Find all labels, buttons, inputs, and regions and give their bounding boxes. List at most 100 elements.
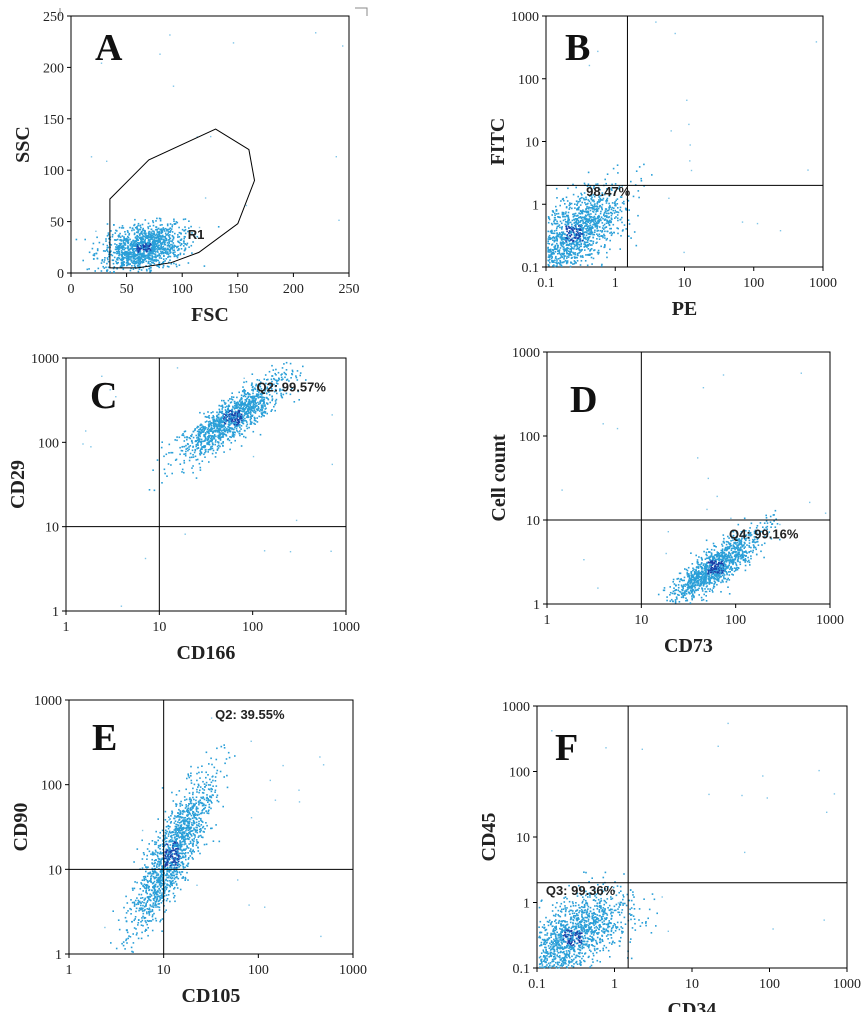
event-dot bbox=[129, 226, 131, 229]
event-dot bbox=[208, 434, 210, 437]
event-dot bbox=[201, 446, 203, 448]
event-dot bbox=[214, 443, 216, 446]
event-dot bbox=[199, 411, 201, 414]
event-dot bbox=[587, 219, 590, 222]
event-dot bbox=[149, 225, 151, 227]
event-dot bbox=[722, 572, 725, 575]
event-dot bbox=[137, 251, 140, 253]
event-dot bbox=[104, 257, 106, 259]
event-dot bbox=[144, 230, 146, 232]
event-dot bbox=[565, 238, 568, 241]
event-dot bbox=[117, 247, 120, 249]
event-dot bbox=[574, 244, 576, 247]
event-dot bbox=[155, 233, 158, 235]
event-dot bbox=[96, 249, 99, 252]
event-dot bbox=[567, 217, 570, 220]
event-dot bbox=[168, 231, 170, 233]
event-dot bbox=[578, 216, 580, 219]
x-tick-label: 1000 bbox=[332, 620, 360, 635]
event-dot bbox=[590, 207, 593, 209]
event-dot bbox=[565, 196, 568, 199]
event-dot bbox=[271, 380, 273, 383]
event-dot bbox=[275, 402, 277, 404]
event-dot bbox=[234, 426, 236, 429]
event-dot bbox=[598, 214, 600, 217]
event-dot bbox=[673, 587, 675, 589]
event-dot bbox=[579, 264, 582, 266]
event-dot bbox=[107, 260, 110, 263]
event-dot bbox=[183, 235, 186, 238]
event-dot bbox=[207, 438, 210, 441]
event-dot bbox=[703, 583, 706, 585]
event-dot bbox=[226, 428, 228, 430]
event-dot bbox=[588, 230, 590, 232]
event-dot bbox=[590, 230, 593, 233]
event-dot bbox=[166, 224, 169, 227]
gate-r1 bbox=[109, 128, 256, 269]
event-dot bbox=[584, 260, 587, 262]
event-dot bbox=[147, 254, 149, 256]
event-dot bbox=[119, 265, 122, 268]
event-dot bbox=[638, 166, 641, 168]
event-dot bbox=[243, 394, 246, 397]
event-dot bbox=[610, 220, 612, 223]
event-dot bbox=[133, 229, 135, 231]
event-dot bbox=[216, 441, 219, 443]
event-dot bbox=[582, 234, 585, 237]
event-dot bbox=[715, 573, 717, 576]
event-dot bbox=[580, 217, 583, 220]
event-dot bbox=[260, 404, 263, 407]
event-dot bbox=[701, 581, 703, 584]
event-dot bbox=[727, 546, 729, 548]
event-dot bbox=[231, 392, 233, 394]
event-dot bbox=[194, 428, 196, 430]
event-dot bbox=[585, 238, 587, 241]
event-dot bbox=[130, 253, 132, 255]
event-dot bbox=[557, 258, 560, 260]
event-dot bbox=[548, 218, 551, 221]
event-dot bbox=[169, 223, 172, 225]
event-dot bbox=[756, 525, 759, 527]
event-dot bbox=[738, 543, 740, 546]
event-dot bbox=[732, 545, 735, 548]
event-dot bbox=[198, 226, 201, 229]
event-dot bbox=[571, 241, 574, 244]
event-dot bbox=[281, 389, 283, 391]
event-dot bbox=[553, 219, 556, 221]
event-dot bbox=[581, 194, 583, 196]
event-dot bbox=[715, 569, 717, 572]
event-dot bbox=[710, 568, 712, 570]
event-dot bbox=[130, 257, 132, 259]
event-dot bbox=[747, 556, 749, 559]
event-dot bbox=[735, 567, 737, 570]
event-dot bbox=[718, 580, 720, 582]
event-dot bbox=[108, 37, 110, 39]
event-dot bbox=[148, 254, 150, 256]
event-dot bbox=[753, 536, 756, 538]
event-dot bbox=[705, 551, 708, 554]
event-dot bbox=[161, 228, 163, 230]
event-dot bbox=[592, 208, 595, 210]
event-dot bbox=[285, 369, 288, 371]
event-dot bbox=[207, 451, 209, 453]
event-dot bbox=[246, 423, 249, 426]
event-dot bbox=[280, 379, 283, 381]
event-dot bbox=[171, 244, 174, 246]
event-dot bbox=[562, 253, 565, 255]
event-dot bbox=[277, 379, 280, 382]
event-dot bbox=[232, 406, 234, 409]
event-dot bbox=[203, 445, 205, 447]
event-dot bbox=[578, 246, 581, 249]
event-dot bbox=[179, 463, 182, 465]
event-dot bbox=[744, 535, 746, 537]
event-dot bbox=[573, 260, 576, 262]
event-dot bbox=[142, 235, 144, 238]
event-dot bbox=[685, 589, 688, 591]
event-dot bbox=[285, 379, 288, 381]
event-dot bbox=[125, 251, 128, 253]
event-dot bbox=[237, 409, 240, 411]
event-dot bbox=[208, 435, 210, 438]
event-dot bbox=[549, 258, 551, 261]
event-dot bbox=[257, 407, 260, 410]
event-dot bbox=[566, 230, 568, 233]
